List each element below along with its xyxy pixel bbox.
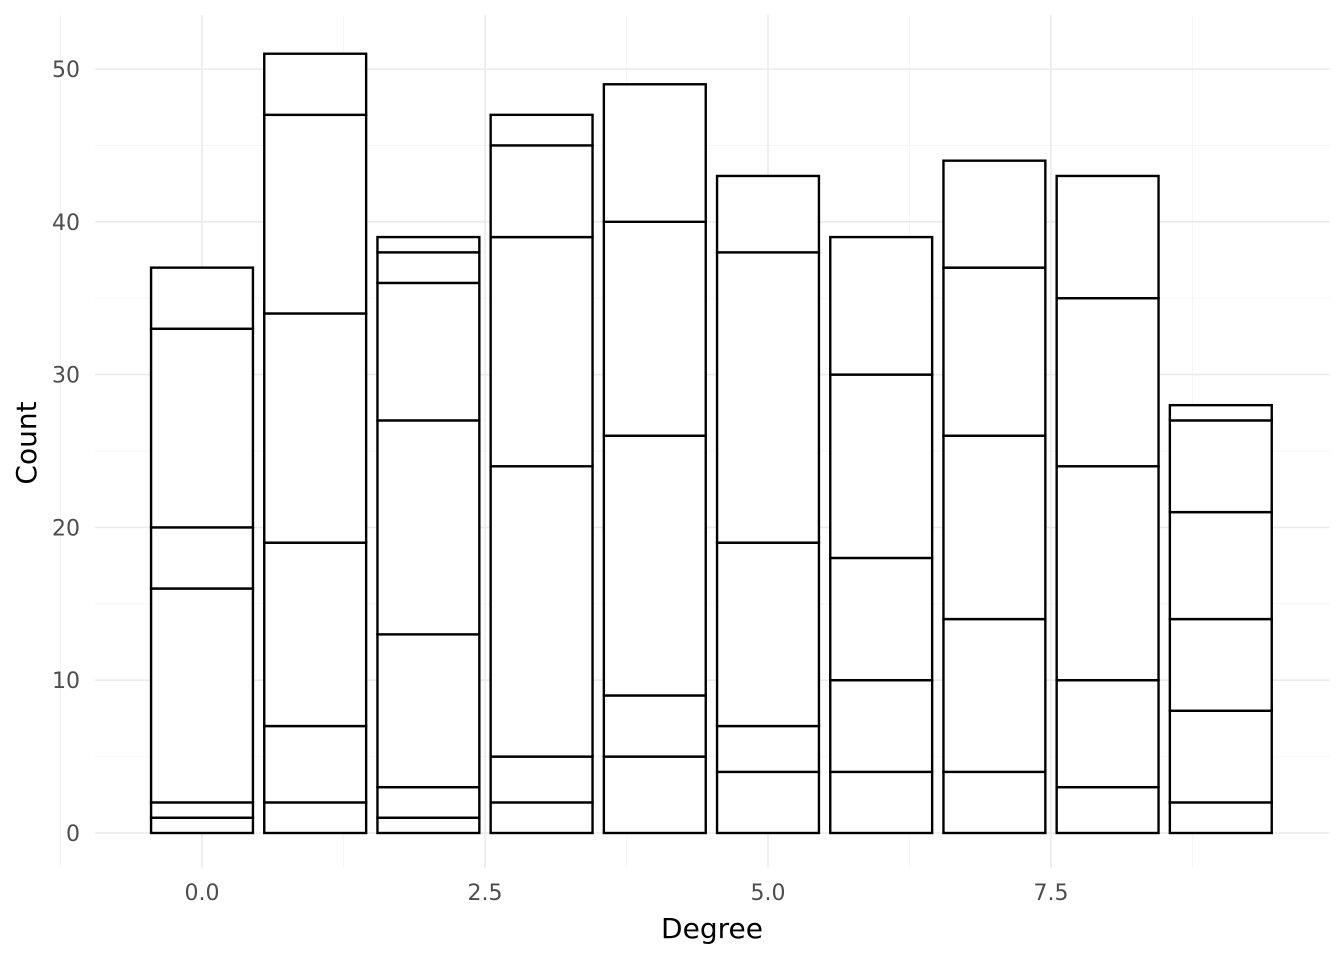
bar-segment (829, 770, 934, 835)
bar-segment (602, 83, 707, 224)
bar-segment (602, 755, 707, 835)
bar-segment (602, 434, 707, 697)
bar-group (1055, 174, 1160, 835)
bar-segment (829, 679, 934, 774)
bar-segment (942, 617, 1047, 774)
x-tick-label: 5.0 (751, 881, 786, 906)
bar-group (376, 235, 481, 835)
y-tick-label: 50 (52, 58, 80, 83)
bar-segment (602, 220, 707, 437)
bar-segment (149, 327, 255, 529)
bar-segment (715, 770, 821, 835)
bar-group (489, 113, 594, 835)
bar-segment (489, 465, 594, 758)
bar-segment (829, 235, 934, 376)
bar-segment (942, 159, 1047, 269)
bar-segment (715, 724, 821, 774)
bar-segment (715, 541, 821, 728)
bar-segment (1168, 709, 1273, 804)
bar-segment (715, 251, 821, 544)
bar-segment (1168, 801, 1273, 835)
bar-segment (376, 816, 481, 835)
bar-segment (1168, 419, 1273, 514)
bar-segment (489, 113, 594, 147)
bar-segment (1055, 297, 1160, 468)
bar-group (263, 52, 368, 835)
y-tick-label: 10 (52, 669, 80, 694)
x-tick-label: 2.5 (468, 881, 503, 906)
bar-segment (376, 251, 481, 285)
bar-segment (1055, 679, 1160, 789)
bar-group (715, 174, 821, 835)
y-tick-label: 30 (52, 364, 80, 389)
bar-segment (149, 587, 255, 804)
bar-segment (149, 266, 255, 330)
bar-segment (1168, 617, 1273, 712)
bar-segment (489, 755, 594, 804)
bar-segment (829, 373, 934, 560)
bar-segment (1168, 403, 1273, 422)
bar-segment (942, 434, 1047, 621)
bar-segment (376, 235, 481, 254)
bar-segment (1055, 174, 1160, 300)
bar-group (149, 266, 255, 835)
bar-segment (263, 113, 368, 315)
bar-segment (263, 52, 368, 117)
bar-segment (1055, 465, 1160, 682)
bar-segment (263, 801, 368, 835)
bar-segment (1055, 785, 1160, 835)
bar-segment (263, 724, 368, 804)
y-tick-label: 20 (52, 516, 80, 541)
y-tick-label: 40 (52, 211, 80, 236)
bar-segment (376, 419, 481, 636)
x-tick-label: 7.5 (1034, 881, 1069, 906)
y-axis-tick-labels: 0 10 20 30 40 50 (52, 58, 80, 847)
bar-segment (489, 144, 594, 239)
x-axis-tick-labels: 0.0 2.5 5.0 7.5 (185, 881, 1069, 906)
bars (149, 52, 1273, 835)
bar-segment (149, 526, 255, 590)
bar-segment (149, 816, 255, 835)
bar-segment (602, 694, 707, 758)
bar-segment (376, 785, 481, 819)
x-tick-label: 0.0 (185, 881, 220, 906)
bar-segment (715, 174, 821, 254)
bar-group (942, 159, 1047, 835)
bar-segment (829, 556, 934, 682)
y-tick-label: 0 (66, 822, 80, 847)
bar-segment (942, 770, 1047, 835)
bar-segment (149, 801, 255, 819)
bar-segment (263, 312, 368, 544)
bar-segment (376, 633, 481, 789)
x-axis-title: Degree (661, 912, 763, 945)
bar-segment (376, 281, 481, 422)
bar-segment (1168, 510, 1273, 621)
y-axis-title: Count (10, 401, 43, 484)
bar-segment (942, 266, 1047, 437)
bar-segment (489, 801, 594, 835)
bar-group (602, 83, 707, 835)
bar-group (829, 235, 934, 835)
bar-segment (263, 541, 368, 728)
bar-segment (489, 235, 594, 468)
bar-group (1168, 403, 1273, 835)
